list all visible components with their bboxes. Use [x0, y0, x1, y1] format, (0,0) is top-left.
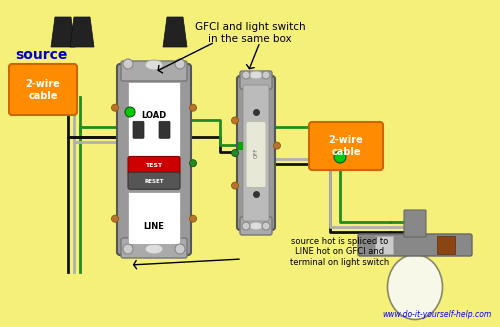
Text: TEST: TEST — [146, 163, 162, 168]
Bar — [437, 236, 455, 254]
Circle shape — [232, 117, 238, 124]
Bar — [375, 236, 393, 254]
FancyBboxPatch shape — [117, 64, 191, 255]
Circle shape — [232, 182, 238, 189]
FancyBboxPatch shape — [133, 121, 144, 138]
Ellipse shape — [249, 222, 263, 230]
Circle shape — [274, 142, 280, 149]
FancyBboxPatch shape — [9, 64, 77, 115]
Circle shape — [262, 222, 270, 230]
Text: GFCI and light switch
in the same box: GFCI and light switch in the same box — [194, 22, 306, 43]
FancyBboxPatch shape — [309, 122, 383, 170]
Ellipse shape — [388, 254, 442, 319]
Text: source: source — [15, 48, 68, 62]
FancyBboxPatch shape — [240, 217, 272, 235]
Ellipse shape — [145, 60, 163, 70]
Text: LINE: LINE — [144, 222, 165, 231]
Ellipse shape — [249, 71, 263, 79]
Circle shape — [190, 104, 196, 111]
FancyBboxPatch shape — [121, 61, 187, 81]
FancyBboxPatch shape — [243, 85, 269, 221]
Polygon shape — [51, 17, 75, 47]
FancyBboxPatch shape — [404, 210, 426, 237]
Circle shape — [242, 71, 250, 79]
Circle shape — [175, 244, 185, 254]
Text: 2-wire
cable: 2-wire cable — [26, 79, 60, 101]
Text: OFF: OFF — [254, 148, 258, 158]
Circle shape — [125, 107, 135, 117]
Circle shape — [262, 71, 270, 79]
FancyBboxPatch shape — [358, 234, 472, 256]
Circle shape — [112, 215, 118, 222]
Circle shape — [232, 149, 238, 157]
FancyBboxPatch shape — [246, 121, 266, 188]
FancyBboxPatch shape — [128, 156, 180, 174]
Circle shape — [190, 160, 196, 167]
Circle shape — [175, 59, 185, 69]
Circle shape — [242, 222, 250, 230]
Bar — [128, 192, 180, 244]
Text: source hot is spliced to
LINE hot on GFCI and
terminal on light switch: source hot is spliced to LINE hot on GFC… — [290, 237, 390, 267]
FancyBboxPatch shape — [121, 238, 187, 258]
Bar — [238, 142, 243, 149]
Polygon shape — [70, 17, 94, 47]
FancyBboxPatch shape — [128, 172, 180, 189]
Circle shape — [190, 215, 196, 222]
Circle shape — [123, 59, 133, 69]
Circle shape — [112, 104, 118, 111]
Circle shape — [334, 151, 346, 163]
Text: RESET: RESET — [144, 179, 164, 184]
Text: LOAD: LOAD — [142, 111, 167, 120]
Polygon shape — [163, 17, 187, 47]
Text: 2-wire
cable: 2-wire cable — [328, 135, 364, 157]
Bar — [128, 82, 180, 156]
FancyBboxPatch shape — [237, 76, 275, 230]
FancyBboxPatch shape — [240, 71, 272, 89]
Text: www.do-it-yourself-help.com: www.do-it-yourself-help.com — [383, 310, 492, 319]
FancyBboxPatch shape — [159, 121, 170, 138]
Ellipse shape — [145, 244, 163, 254]
Circle shape — [123, 244, 133, 254]
